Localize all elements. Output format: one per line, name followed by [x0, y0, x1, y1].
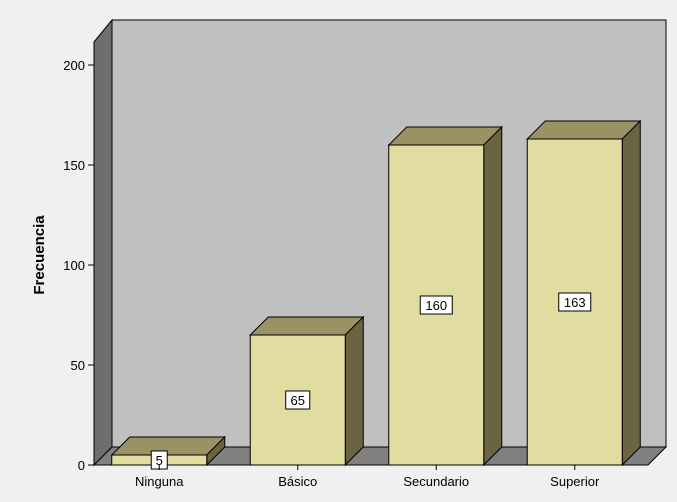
bar-side [483, 125, 503, 467]
bar-superior: 163 [526, 119, 642, 467]
x-tick-label: Secundario [403, 474, 469, 489]
y-tick-label: 100 [63, 258, 85, 273]
bar-top [526, 120, 642, 140]
data-label: 5 [156, 453, 163, 468]
bar-secundario: 160 [387, 125, 503, 467]
data-label-box [285, 390, 311, 410]
x-tick-label: Básico [278, 474, 317, 489]
data-label: 65 [291, 393, 305, 408]
y-tick-label: 50 [71, 358, 85, 373]
bar-básico: 65 [249, 315, 365, 467]
bar-top [387, 126, 503, 146]
bar-top [110, 436, 226, 456]
y-axis-title: Frecuencia [31, 215, 48, 295]
x-axis: Ninguna Básico Secundario Superior [135, 465, 600, 489]
data-label: 160 [425, 298, 447, 313]
data-label-box [558, 292, 592, 312]
x-tick-label: Ninguna [135, 474, 184, 489]
y-tick-label: 0 [78, 458, 85, 473]
bar-side [344, 315, 364, 467]
bar-top [249, 316, 365, 336]
data-label: 163 [564, 295, 586, 310]
bar-side [621, 119, 641, 467]
data-label-box [419, 295, 453, 315]
bars: 5 65 160 163 [110, 119, 642, 470]
x-tick-label: Superior [550, 474, 600, 489]
y-axis: 0 50 100 150 200 [63, 42, 95, 473]
side-wall [93, 18, 113, 467]
y-tick-label: 150 [63, 158, 85, 173]
bar-ninguna: 5 [110, 435, 226, 470]
y-tick-label: 200 [63, 58, 85, 73]
